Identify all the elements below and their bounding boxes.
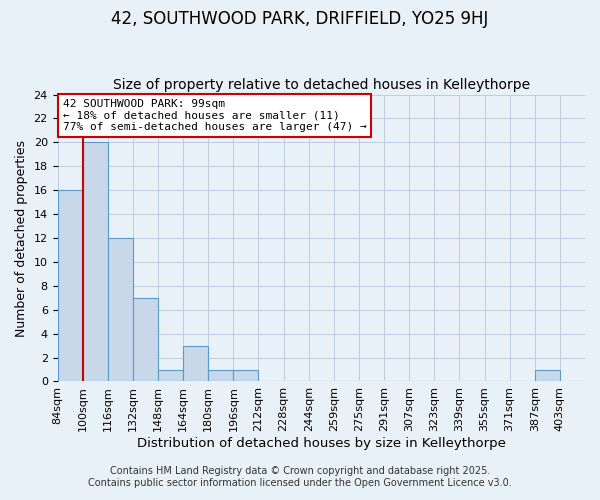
Text: 42 SOUTHWOOD PARK: 99sqm
← 18% of detached houses are smaller (11)
77% of semi-d: 42 SOUTHWOOD PARK: 99sqm ← 18% of detach… [63,99,367,132]
Bar [108,238,133,382]
Bar [208,370,233,382]
X-axis label: Distribution of detached houses by size in Kelleythorpe: Distribution of detached houses by size … [137,437,506,450]
Bar [58,190,83,382]
Bar [183,346,208,382]
Bar [233,370,259,382]
Title: Size of property relative to detached houses in Kelleythorpe: Size of property relative to detached ho… [113,78,530,92]
Text: 42, SOUTHWOOD PARK, DRIFFIELD, YO25 9HJ: 42, SOUTHWOOD PARK, DRIFFIELD, YO25 9HJ [112,10,488,28]
Bar [158,370,183,382]
Text: Contains HM Land Registry data © Crown copyright and database right 2025.
Contai: Contains HM Land Registry data © Crown c… [88,466,512,487]
Y-axis label: Number of detached properties: Number of detached properties [15,140,28,336]
Bar [535,370,560,382]
Bar [133,298,158,382]
Bar [83,142,108,382]
